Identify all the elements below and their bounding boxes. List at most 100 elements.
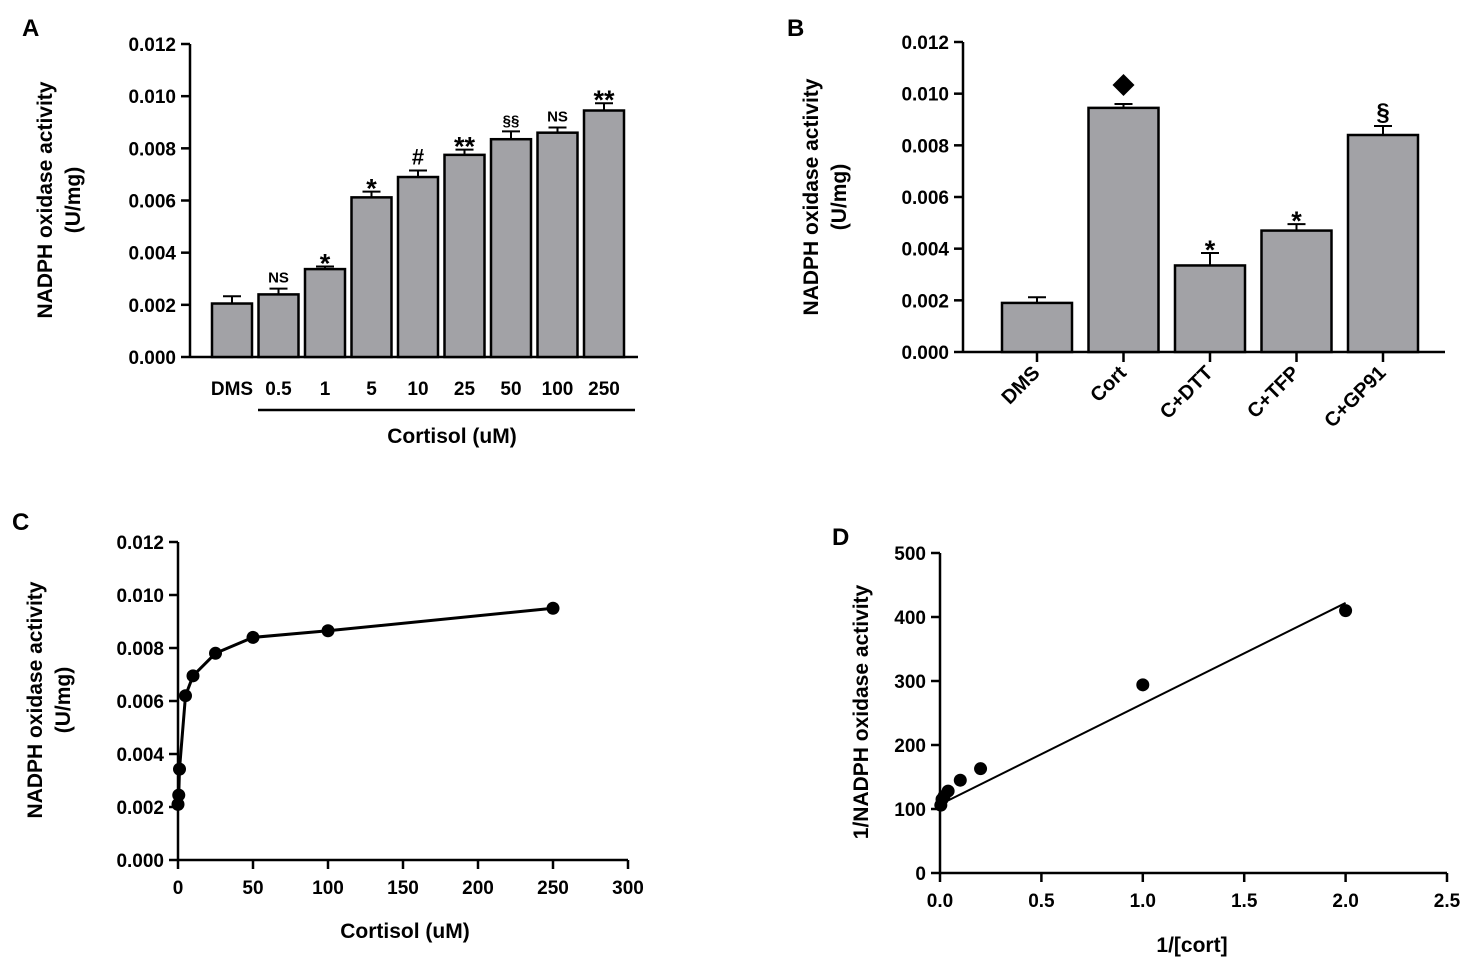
data-point: [546, 601, 560, 615]
significance-label: §§: [503, 112, 520, 129]
data-point: [1339, 604, 1353, 618]
y-axis-title-line: NADPH oxidase activity: [24, 581, 47, 818]
y-tick-label: 0.002: [128, 296, 176, 317]
y-tick-label: 300: [894, 672, 926, 693]
data-point: [1136, 678, 1150, 692]
y-tick-label: 0.008: [116, 639, 164, 660]
bar: [582, 109, 626, 359]
data-point: [179, 689, 192, 703]
significance-label: *: [1291, 206, 1302, 236]
data-point: [246, 630, 260, 644]
y-axis-title-line: NADPH oxidase activity: [34, 81, 57, 318]
bar: [257, 293, 300, 359]
category-label: Cort: [1086, 362, 1131, 407]
y-tick-label: 0.000: [901, 343, 949, 364]
y-tick-label: 0.012: [116, 533, 164, 554]
significance-label: **: [454, 132, 476, 162]
bar: [1173, 264, 1247, 354]
x-tick-label: 1.5: [1231, 891, 1258, 912]
y-axis-title: 1/NADPH oxidase activity: [850, 584, 873, 839]
x-axis-title: Cortisol (uM): [340, 920, 469, 943]
bar: [210, 302, 254, 359]
y-axis-title-line: (U/mg): [52, 667, 75, 734]
significance-label: #: [412, 145, 424, 170]
category-label: 100: [542, 379, 574, 400]
y-tick-label: 0.006: [128, 192, 176, 213]
category-label: C+TFP: [1243, 362, 1304, 423]
bar: [1087, 106, 1160, 354]
data-point: [321, 624, 335, 638]
y-tick-label: 0.008: [901, 136, 949, 157]
bar: [1000, 301, 1074, 354]
panel-letter: A: [22, 15, 39, 42]
panel-letter: D: [832, 524, 849, 551]
y-tick-label: 0.006: [116, 692, 164, 713]
y-tick-label: 200: [894, 736, 926, 757]
y-axis-title-line: (U/mg): [828, 164, 851, 231]
category-label: C+DTT: [1156, 362, 1218, 424]
data-point: [171, 797, 185, 811]
category-label: C+GP91: [1320, 362, 1390, 432]
y-tick-label: 0.000: [128, 348, 176, 369]
x-axis-title: 1/[cort]: [1156, 934, 1227, 957]
bar: [536, 131, 579, 359]
regression-line: [939, 602, 1347, 806]
y-tick-label: 100: [894, 800, 926, 821]
category-label: 1: [320, 379, 331, 400]
y-tick-label: 0.002: [116, 798, 164, 819]
y-axis-title: NADPH oxidase activity (U/mg): [24, 581, 75, 818]
x-tick-label: 200: [462, 878, 494, 899]
data-point: [941, 784, 955, 798]
y-tick-label: 0.012: [128, 35, 176, 56]
significance-label: **: [593, 85, 615, 115]
y-axis-title: NADPH oxidase activity (U/mg): [34, 81, 85, 318]
x-axis-title: Cortisol (uM): [387, 425, 516, 448]
y-tick-label: 0: [915, 864, 926, 885]
y-axis-title-line: (U/mg): [62, 167, 85, 234]
y-axis-title-line: 1/NADPH oxidase activity: [850, 584, 873, 839]
y-tick-label: 400: [894, 608, 926, 629]
panel-letter: B: [787, 15, 804, 42]
data-point: [173, 762, 186, 776]
x-tick-label: 150: [387, 878, 419, 899]
bar: [489, 137, 533, 359]
y-tick-label: 0.006: [901, 188, 949, 209]
category-label: 10: [407, 379, 428, 400]
x-tick-label: 300: [612, 878, 644, 899]
panel-c-line-chart: C 0.000 0.002 0.004 0.006 0.008 0.010 0.012 NADP…: [12, 509, 644, 943]
x-tick-label: 0.0: [927, 891, 953, 912]
x-tick-label: 1.0: [1130, 891, 1156, 912]
category-label: 50: [500, 379, 521, 400]
data-point: [186, 669, 200, 683]
x-tick-label: 50: [242, 878, 263, 899]
bar: [1260, 229, 1333, 354]
bar: [303, 267, 347, 359]
bar: [350, 196, 393, 359]
x-tick-label: 2.0: [1332, 891, 1358, 912]
panel-letter: C: [12, 509, 29, 536]
data-point: [209, 646, 222, 660]
category-label: DMS: [211, 379, 253, 400]
category-label: DMS: [998, 362, 1045, 409]
significance-label: *: [320, 248, 331, 278]
y-tick-label: 0.004: [901, 240, 949, 261]
y-tick-label: 0.002: [901, 291, 949, 312]
x-tick-label: 0: [173, 878, 184, 899]
bar: [443, 153, 486, 359]
bar: [1346, 133, 1420, 354]
x-tick-label: 250: [537, 878, 569, 899]
y-tick-label: 0.004: [116, 745, 164, 766]
panel-b-bar-chart: B 0.000 0.002 0.004 0.006 0.008 0.010 0.012 NADP…: [787, 15, 1445, 432]
data-line: [176, 606, 554, 805]
category-label: 250: [588, 379, 620, 400]
bar: [396, 175, 440, 359]
significance-diamond: [1112, 74, 1135, 96]
x-tick-label: 0.5: [1028, 891, 1055, 912]
x-tick-label: 2.5: [1434, 891, 1461, 912]
y-tick-label: 0.012: [901, 33, 949, 54]
y-tick-label: 0.000: [116, 851, 164, 872]
y-tick-label: 0.008: [128, 139, 176, 160]
data-point: [953, 773, 967, 787]
significance-label: NS: [547, 108, 568, 125]
